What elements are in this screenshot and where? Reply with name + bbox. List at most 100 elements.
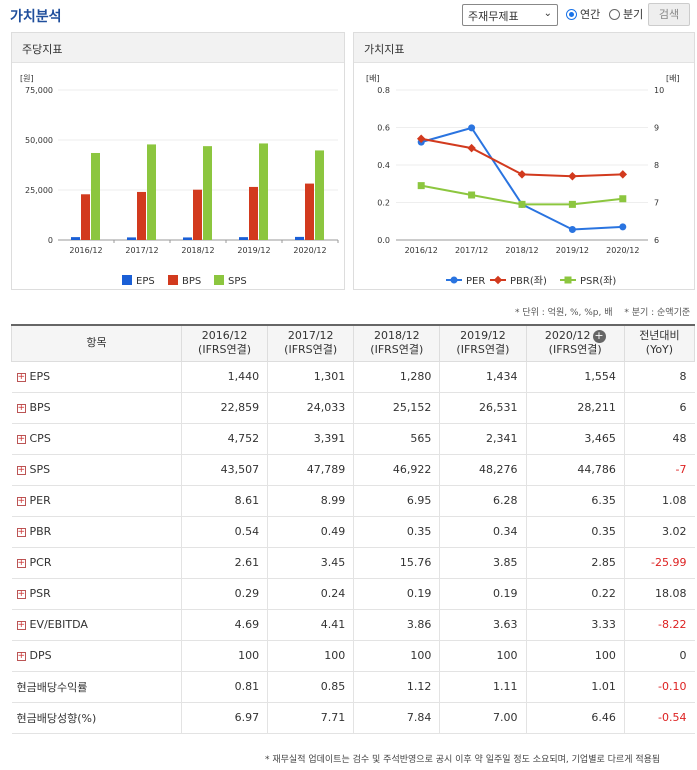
yoy-cell: 0	[624, 640, 695, 672]
row-label[interactable]: + PER	[11, 485, 182, 517]
y-tick-label-right: 8	[654, 161, 659, 170]
table-cell: 25,152	[353, 392, 441, 424]
yoy-cell: -0.10	[624, 671, 695, 703]
table-cell: 100	[526, 640, 625, 672]
valuation-panel: 가치지표 [배] [배] 0.0 0.2 0.4 0.6 0.8 6 7 8 9 10 2016/12 2…	[353, 32, 695, 290]
table-cell: 4.69	[181, 609, 269, 641]
x-tick-label: 2019/12	[237, 246, 270, 255]
point-psr	[518, 200, 526, 208]
table-cell: 7.71	[267, 702, 355, 734]
yoy-cell: -25.99	[624, 547, 695, 579]
point-pbr	[517, 170, 527, 179]
expand-plus-icon[interactable]: +	[16, 650, 26, 661]
point-per	[468, 124, 476, 132]
point-psr	[417, 182, 425, 190]
row-label[interactable]: + EPS	[11, 361, 182, 393]
table-cell: 2,341	[439, 423, 527, 455]
legend-label: SPS	[228, 276, 247, 287]
expand-plus-icon[interactable]: +	[16, 433, 26, 444]
footnote: * 재무실적 업데이트는 검수 및 주석반영으로 공시 이후 약 일주일 정도 …	[265, 755, 661, 765]
table-cell: 7.84	[353, 702, 441, 734]
table-row: + EPS 1,440 1,301 1,280 1,434 1,554 8	[11, 361, 695, 393]
bar-sps	[203, 146, 212, 240]
bar-eps	[71, 237, 80, 240]
row-label[interactable]: + CPS	[11, 423, 182, 455]
col-header-year: 2020/12 + (IFRS연결)	[525, 324, 625, 362]
row-label[interactable]: + EV/EBITDA	[11, 609, 182, 641]
legend-swatch	[214, 275, 224, 285]
table-cell: 0.54	[181, 516, 269, 548]
table-cell: 0.85	[267, 671, 355, 703]
table-row: + PBR 0.54 0.49 0.35 0.34 0.35 3.02	[11, 516, 695, 548]
expand-plus-icon[interactable]: +	[16, 619, 26, 630]
table-cell: 4,752	[181, 423, 269, 455]
table-cell: 3.86	[353, 609, 441, 641]
y-tick-label-left: 0.8	[377, 86, 390, 95]
table-cell: 0.49	[267, 516, 355, 548]
expand-columns-icon[interactable]: +	[592, 329, 606, 344]
row-label[interactable]: + PBR	[11, 516, 182, 548]
chevron-down-icon: ⌄	[543, 8, 552, 19]
bar-sps	[315, 150, 324, 240]
table-cell: 1,280	[353, 361, 441, 393]
expand-plus-icon[interactable]: +	[16, 588, 26, 599]
table-cell: 0.24	[267, 578, 355, 610]
radio-quarter[interactable]: 분기	[609, 6, 643, 22]
table-cell: 1.12	[353, 671, 441, 703]
col-header-year: 2016/12 (IFRS연결)	[180, 324, 269, 362]
table-cell: 3.63	[439, 609, 527, 641]
row-label[interactable]: + BPS	[11, 392, 182, 424]
legend-marker	[450, 276, 458, 284]
bar-eps	[127, 237, 136, 240]
statement-select[interactable]: 주재무제표 ⌄	[462, 4, 558, 26]
row-label-text: PCR	[29, 556, 52, 569]
table-cell: 26,531	[439, 392, 527, 424]
table-cell: 2.61	[181, 547, 269, 579]
table-cell: 43,507	[181, 454, 269, 486]
legend-swatch	[122, 275, 132, 285]
table-cell: 100	[439, 640, 527, 672]
row-label[interactable]: + PSR	[11, 578, 182, 610]
yoy-cell: 18.08	[624, 578, 695, 610]
point-psr	[468, 191, 476, 199]
table-row: 현금배당성향(%) 6.97 7.71 7.84 7.00 6.46 -0.54	[11, 702, 695, 734]
bar-sps	[147, 144, 156, 240]
yoy-cell: 1.08	[624, 485, 695, 517]
row-label-text: SPS	[29, 463, 51, 476]
row-label[interactable]: + DPS	[11, 640, 182, 672]
radio-annual[interactable]: 연간	[566, 6, 600, 22]
table-cell: 28,211	[526, 392, 625, 424]
table-cell: 1,440	[181, 361, 269, 393]
search-button[interactable]: 검색	[648, 3, 690, 26]
x-tick-label: 2018/12	[181, 246, 214, 255]
table-row: + BPS 22,859 24,033 25,152 26,531 28,211 6	[11, 392, 695, 424]
table-cell: 565	[353, 423, 441, 455]
point-per	[619, 223, 627, 231]
expand-plus-icon[interactable]: +	[16, 371, 26, 382]
legend-marker	[564, 276, 572, 284]
valuation-chart: [배] [배] 0.0 0.2 0.4 0.6 0.8 6 7 8 9 10 2016/12 2017/1…	[366, 74, 680, 287]
expand-plus-icon[interactable]: +	[16, 526, 26, 537]
table-cell: 3,391	[267, 423, 355, 455]
row-label-text: 현금배당성향(%)	[16, 711, 97, 725]
table-row: + SPS 43,507 47,789 46,922 48,276 44,786 -7	[11, 454, 695, 486]
bar-bps	[249, 186, 258, 240]
table-cell: 6.35	[526, 485, 625, 517]
expand-plus-icon[interactable]: +	[16, 495, 26, 506]
bar-sps	[259, 143, 268, 240]
point-pbr	[416, 134, 426, 143]
table-cell: 8.99	[267, 485, 355, 517]
y-tick-label-right: 10	[654, 86, 664, 95]
y-tick-label-right: 9	[654, 124, 659, 133]
table-row: + EV/EBITDA 4.69 4.41 3.86 3.63 3.33 -8.22	[11, 609, 695, 641]
row-label[interactable]: + SPS	[11, 454, 182, 486]
expand-plus-icon[interactable]: +	[16, 557, 26, 568]
y-tick-label: 25,000	[25, 186, 53, 195]
unit-note: * 단위 : 억원, %, %p, 배 * 분기 : 순액기준	[515, 308, 691, 318]
expand-plus-icon[interactable]: +	[16, 402, 26, 413]
row-label: 현금배당성향(%)	[11, 702, 182, 734]
expand-plus-icon[interactable]: +	[16, 464, 26, 475]
radio-selected-icon	[566, 8, 577, 20]
row-label[interactable]: + PCR	[11, 547, 182, 579]
col-header-yoy: 전년대비 (YoY)	[623, 324, 696, 362]
